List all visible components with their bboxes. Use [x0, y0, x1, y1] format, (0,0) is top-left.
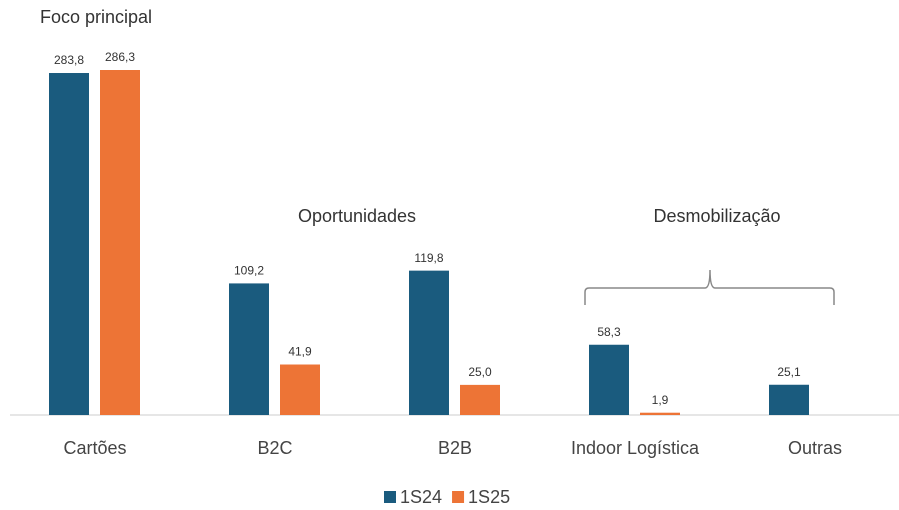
bar: [640, 412, 680, 415]
bar: [49, 73, 89, 415]
bar: [409, 270, 449, 415]
annotation: Foco principal: [40, 7, 152, 27]
data-label: 58,3: [597, 325, 621, 339]
bar: [100, 70, 140, 415]
data-label: 109,2: [234, 264, 264, 278]
data-label: 1,9: [652, 393, 669, 407]
bar: [229, 283, 269, 415]
bar: [769, 384, 809, 415]
legend-label: 1S25: [468, 487, 510, 507]
data-label: 283,8: [54, 53, 84, 67]
bar: [280, 364, 320, 415]
legend-swatch: [384, 491, 396, 503]
x-tick-label: Cartões: [63, 438, 126, 458]
data-label: 119,8: [414, 251, 443, 265]
legend-swatch: [452, 491, 465, 503]
brace: [584, 269, 835, 305]
data-label: 25,1: [777, 365, 801, 379]
annotation: Oportunidades: [298, 206, 416, 226]
bar: [460, 384, 500, 415]
x-tick-label: Indoor Logística: [571, 438, 700, 458]
x-tick-label: B2C: [257, 438, 292, 458]
legend-label: 1S24: [400, 487, 442, 507]
data-label: 25,0: [468, 365, 492, 379]
x-tick-label: B2B: [438, 438, 472, 458]
annotation: Desmobilização: [653, 206, 780, 226]
x-tick-label: Outras: [788, 438, 842, 458]
data-label: 286,3: [105, 50, 135, 64]
bar: [589, 344, 629, 415]
data-label: 41,9: [288, 345, 312, 359]
